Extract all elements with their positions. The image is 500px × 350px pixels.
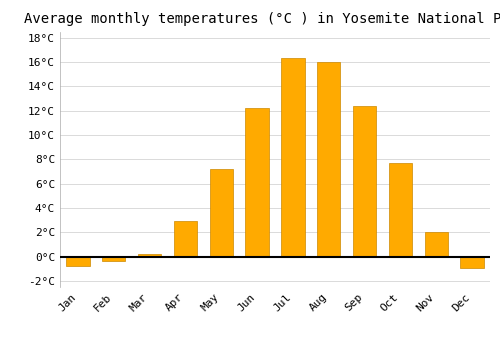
Bar <box>102 257 126 261</box>
Title: Average monthly temperatures (°C ) in Yosemite National Park: Average monthly temperatures (°C ) in Yo… <box>24 12 500 26</box>
Bar <box>460 257 483 267</box>
Bar <box>317 62 340 257</box>
Bar <box>174 221 197 257</box>
Bar <box>138 254 161 257</box>
Bar <box>246 108 268 257</box>
Bar <box>282 58 304 257</box>
Bar <box>210 169 233 257</box>
Bar <box>424 232 448 257</box>
Bar <box>66 257 90 266</box>
Bar <box>389 163 412 257</box>
Bar <box>353 106 376 257</box>
